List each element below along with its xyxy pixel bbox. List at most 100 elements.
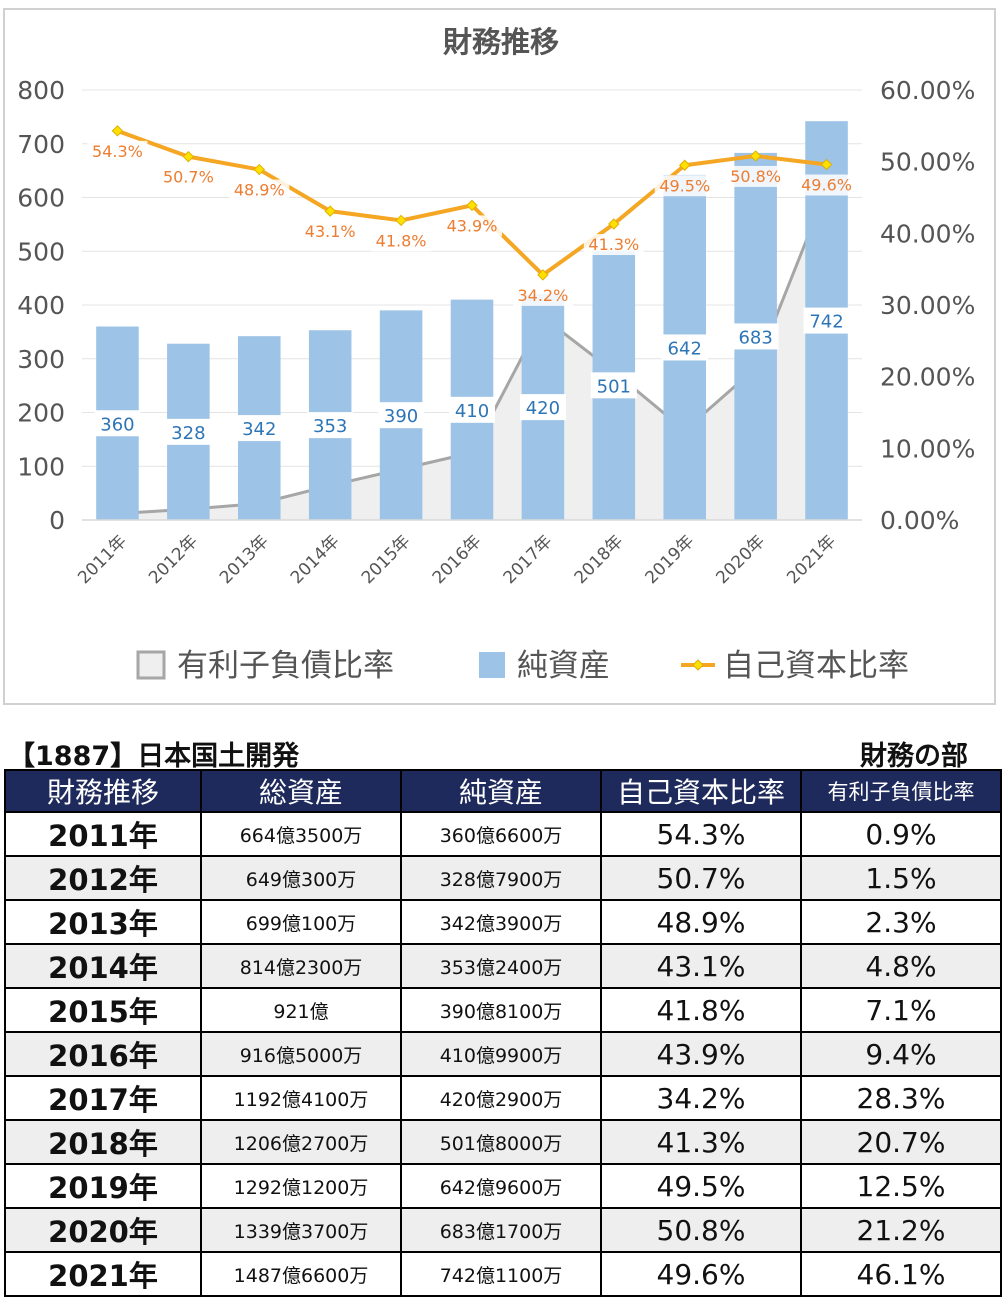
legend-label: 自己資本比率 (723, 648, 909, 684)
left-axis-tick-label: 500 (17, 237, 65, 266)
x-axis-category-label: 2015年 (358, 531, 415, 588)
line-label-background (371, 230, 432, 252)
debt-ratio-cell: 12.5% (800, 1163, 1002, 1209)
equity-ratio-cell: 50.8% (600, 1207, 802, 1253)
table-row: 2013年 699億100万 342億3900万 48.9% 2.3% (4, 899, 1002, 945)
equity-ratio-value-label: 54.3% (92, 142, 143, 161)
net-assets-value-label: 328 (171, 423, 205, 444)
equity-ratio-cell: 49.5% (600, 1163, 802, 1209)
line-label-background (654, 175, 715, 197)
debt-ratio-cell: 2.3% (800, 899, 1002, 945)
net-assets-value-label: 420 (526, 398, 560, 419)
left-axis-tick-label: 100 (17, 452, 65, 481)
debt-ratio-cell: 0.9% (800, 811, 1002, 857)
equity-ratio-value-label: 49.5% (659, 176, 710, 195)
equity-ratio-value-label: 43.9% (447, 216, 498, 235)
table-row: 2016年 916億5000万 410億9900万 43.9% 9.4% (4, 1031, 1002, 1077)
net-assets-cell: 501億8000万 (400, 1119, 602, 1165)
left-axis-tick-label: 400 (17, 291, 65, 320)
equity-ratio-value-label: 49.6% (801, 176, 852, 195)
legend-marker-equity-ratio (692, 659, 704, 671)
row-year: 2013年 (4, 899, 202, 945)
total-assets-cell: 916億5000万 (200, 1031, 402, 1077)
net-assets-cell: 342億3900万 (400, 899, 602, 945)
x-axis-category-label: 2017年 (500, 531, 557, 588)
debt-ratio-cell: 1.5% (800, 855, 1002, 901)
x-axis-category-label: 2016年 (429, 531, 486, 588)
equity-ratio-cell: 41.3% (600, 1119, 802, 1165)
right-axis-tick-label: 0.00% (880, 506, 959, 535)
net-assets-value-label: 360 (100, 414, 134, 435)
line-label-background (796, 174, 857, 196)
right-axis-tick-label: 20.00% (880, 363, 975, 392)
net-assets-cell: 353億2400万 (400, 943, 602, 989)
x-axis-category-label: 2014年 (287, 531, 344, 588)
bar-label-background (732, 323, 779, 350)
legend-swatch-net-assets (479, 652, 505, 678)
x-axis-category-label: 2019年 (642, 531, 699, 588)
x-axis-category-label: 2020年 (712, 531, 769, 588)
column-header: 自己資本比率 (600, 769, 802, 813)
row-year: 2017年 (4, 1075, 202, 1121)
x-axis-category-label: 2018年 (571, 531, 628, 588)
row-year: 2020年 (4, 1207, 202, 1253)
net-assets-cell: 360億6600万 (400, 811, 602, 857)
row-year: 2016年 (4, 1031, 202, 1077)
table-row: 2011年 664億3500万 360億6600万 54.3% 0.9% (4, 811, 1002, 857)
net-assets-value-label: 501 (597, 376, 631, 397)
total-assets-cell: 814億2300万 (200, 943, 402, 989)
equity-ratio-cell: 49.6% (600, 1251, 802, 1297)
equity-ratio-value-label: 50.7% (163, 168, 214, 187)
left-axis-tick-label: 0 (49, 506, 65, 535)
right-axis-tick-label: 50.00% (880, 148, 975, 177)
net-assets-cell: 390億8100万 (400, 987, 602, 1033)
equity-ratio-value-label: 41.3% (588, 235, 639, 254)
row-year: 2021年 (4, 1251, 202, 1297)
table-row: 2012年 649億300万 328億7900万 50.7% 1.5% (4, 855, 1002, 901)
right-axis-tick-label: 40.00% (880, 219, 975, 248)
row-year: 2019年 (4, 1163, 202, 1209)
financial-chart: 財務推移 0 100 200 300 400 500 600 700 800 0.00% 10.00%… (17, 25, 975, 684)
equity-ratio-value-label: 50.8% (730, 167, 781, 186)
line-label-background (300, 221, 361, 243)
net-assets-value-label: 683 (738, 327, 772, 348)
left-axis-tick-label: 200 (17, 399, 65, 428)
legend-swatch-debt-ratio (136, 650, 166, 680)
x-axis-category-label: 2021年 (783, 531, 840, 588)
net-assets-value-label: 390 (384, 406, 418, 427)
line-label-background (442, 215, 502, 237)
debt-ratio-cell: 46.1% (800, 1251, 1002, 1297)
x-axis-category-label: 2013年 (216, 531, 273, 588)
net-assets-value-label: 353 (313, 416, 347, 437)
column-header: 財務推移 (4, 769, 202, 813)
equity-ratio-marker (820, 158, 833, 171)
equity-ratio-cell: 41.8% (600, 987, 802, 1033)
x-axis-category-label: 2012年 (145, 531, 202, 588)
debt-ratio-cell: 20.7% (800, 1119, 1002, 1165)
total-assets-cell: 1339億3700万 (200, 1207, 402, 1253)
total-assets-cell: 699億100万 (200, 899, 402, 945)
company-heading: 【1887】日本国土開発 (8, 741, 300, 772)
bar-label-background (449, 396, 495, 423)
equity-ratio-value-label: 48.9% (234, 181, 285, 200)
row-year: 2012年 (4, 855, 202, 901)
debt-ratio-cell: 9.4% (800, 1031, 1002, 1077)
bar-label-background (236, 415, 283, 442)
bar-label-background (519, 394, 566, 421)
right-axis-tick-label: 30.00% (880, 291, 975, 320)
net-assets-cell: 420億2900万 (400, 1075, 602, 1121)
equity-ratio-cell: 43.9% (600, 1031, 802, 1077)
table-row: 2014年 814億2300万 353億2400万 43.1% 4.8% (4, 943, 1002, 989)
table-header-row: 財務推移 総資産 純資産 自己資本比率 有利子負債比率 (4, 769, 1002, 813)
bar-label-background (378, 402, 425, 429)
left-axis-tick-label: 800 (17, 76, 65, 105)
column-header: 純資産 (400, 769, 602, 813)
bar-label-background (165, 418, 212, 445)
table-row: 2020年 1339億3700万 683億1700万 50.8% 21.2% (4, 1207, 1002, 1253)
total-assets-cell: 1206億2700万 (200, 1119, 402, 1165)
equity-ratio-value-label: 41.8% (376, 231, 427, 250)
net-assets-cell: 410億9900万 (400, 1031, 602, 1077)
row-year: 2018年 (4, 1119, 202, 1165)
legend-label: 有利子負債比率 (177, 648, 394, 684)
debt-ratio-cell: 21.2% (800, 1207, 1002, 1253)
